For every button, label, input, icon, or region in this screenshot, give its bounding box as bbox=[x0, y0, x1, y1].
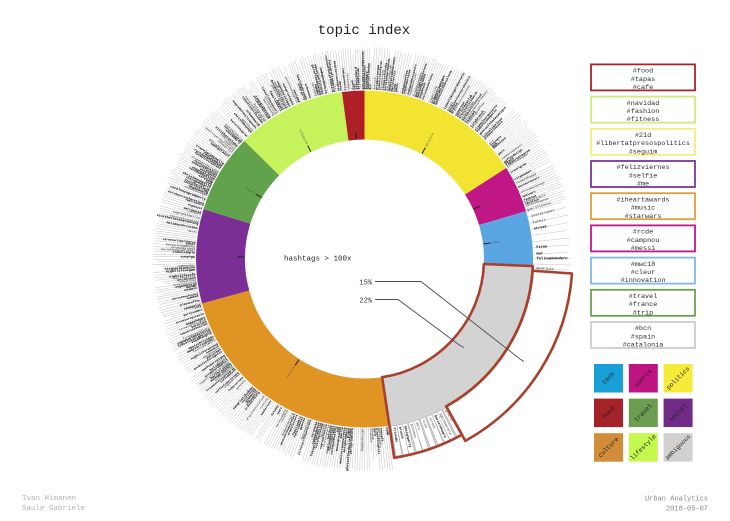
svg-text:#tapas: #tapas bbox=[631, 76, 655, 84]
svg-text:followmemodern: followmemodern bbox=[536, 256, 567, 261]
svg-text:#campnou: #campnou bbox=[627, 237, 660, 245]
svg-text:#selfie: #selfie bbox=[629, 172, 658, 180]
svg-text:hashtags > 100x: hashtags > 100x bbox=[284, 256, 352, 264]
svg-text:#music: #music bbox=[631, 205, 655, 213]
svg-text:#france: #france bbox=[629, 301, 658, 309]
svg-text:mwc18barcelonafood: mwc18barcelonafood bbox=[360, 51, 365, 89]
svg-text:happydesign: happydesign bbox=[360, 429, 365, 451]
svg-text:food: food bbox=[354, 123, 359, 131]
svg-text:Urban Analytics: Urban Analytics bbox=[645, 496, 708, 504]
svg-text:#catalonia: #catalonia bbox=[623, 342, 664, 350]
svg-text:#innovation: #innovation bbox=[621, 277, 666, 285]
svg-text:#felizviernes: #felizviernes bbox=[616, 164, 669, 172]
svg-text:#me: #me bbox=[637, 181, 649, 189]
svg-text:Ivan Himanen: Ivan Himanen bbox=[22, 495, 76, 503]
svg-text:#travel: #travel bbox=[629, 293, 658, 301]
svg-text:#trip: #trip bbox=[633, 309, 653, 317]
svg-text:topic index: topic index bbox=[318, 23, 410, 39]
svg-text:15%: 15% bbox=[359, 280, 372, 288]
svg-text:fitne: fitne bbox=[536, 244, 548, 250]
svg-text:#seguim: #seguim bbox=[629, 148, 658, 156]
svg-text:#libertatpresospolitics: #libertatpresospolitics bbox=[596, 140, 690, 148]
svg-text:#fitness: #fitness bbox=[627, 116, 660, 124]
svg-text:#21d: #21d bbox=[635, 132, 651, 140]
svg-text:sunyoga: sunyoga bbox=[181, 256, 195, 260]
svg-text:art: art bbox=[369, 84, 372, 90]
svg-text:#food: #food bbox=[633, 68, 653, 76]
svg-text:Saule Gabriele: Saule Gabriele bbox=[22, 505, 85, 513]
svg-text:cccblove: cccblove bbox=[369, 429, 373, 443]
svg-text:#navidad: #navidad bbox=[627, 100, 660, 108]
svg-text:#messi: #messi bbox=[631, 245, 655, 253]
svg-text:#iheartawards: #iheartawards bbox=[616, 196, 669, 204]
svg-text:#cleur: #cleur bbox=[631, 269, 655, 277]
svg-text:#bcn: #bcn bbox=[635, 325, 651, 333]
svg-text:#mwc18: #mwc18 bbox=[631, 261, 655, 269]
svg-text:#fashion: #fashion bbox=[627, 108, 660, 116]
svg-text:2018-05-07: 2018-05-07 bbox=[666, 506, 708, 514]
svg-text:#rcde: #rcde bbox=[633, 229, 653, 237]
svg-text:#spain: #spain bbox=[631, 333, 655, 341]
svg-text:mar: mar bbox=[536, 252, 543, 256]
svg-text:#cafe: #cafe bbox=[633, 84, 653, 92]
svg-text:#starwars: #starwars bbox=[625, 213, 662, 221]
svg-text:22%: 22% bbox=[359, 298, 372, 306]
svg-text:social: social bbox=[225, 255, 236, 259]
